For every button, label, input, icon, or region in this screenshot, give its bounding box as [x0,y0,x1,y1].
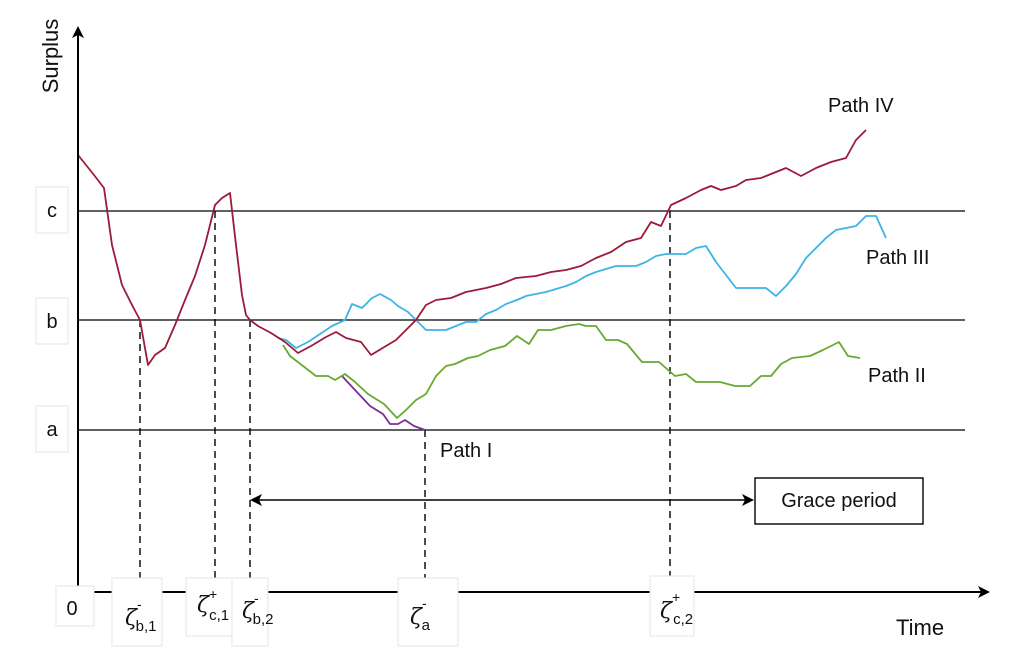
path-iii-label: Path III [866,247,929,269]
level-label-box-a [35,405,69,453]
path-iv-label: Path IV [828,95,894,117]
path-ii-label: Path II [868,365,926,387]
zeta-b2-box [231,577,269,647]
level-label-a: a [46,419,58,441]
zeta-c1-label: ζ+ c,1 [197,586,229,624]
level-label-box-c [35,186,69,234]
x-axis-title: Time [896,615,944,640]
zeta-b2-label: ζ-b,2 [242,590,273,628]
zeta-c1-box [185,577,233,637]
zeta-b1-box [111,577,163,647]
level-label-c: c [47,200,57,222]
level-label-b: b [46,311,57,333]
level-label-box-b [35,297,69,345]
zeta-b1-label: ζ-b,1 [125,596,156,635]
grace-period-box [754,477,924,525]
origin-label-box [55,585,95,627]
y-axis-title: Surplus [38,19,63,94]
path-i-label: Path I [440,440,492,462]
path-i-line [341,375,426,431]
zeta-c2-box [649,575,695,637]
path-iv-line [77,129,867,366]
path-iii-line [277,215,887,349]
path-ii-line [282,323,861,419]
zeta-a-box [397,577,459,647]
grace-period-label: Grace period [781,490,897,512]
zeta-a-label: ζ-a [410,595,431,634]
zeta-c2-label: ζ+ c,2 [660,589,693,628]
origin-label: 0 [66,598,77,620]
